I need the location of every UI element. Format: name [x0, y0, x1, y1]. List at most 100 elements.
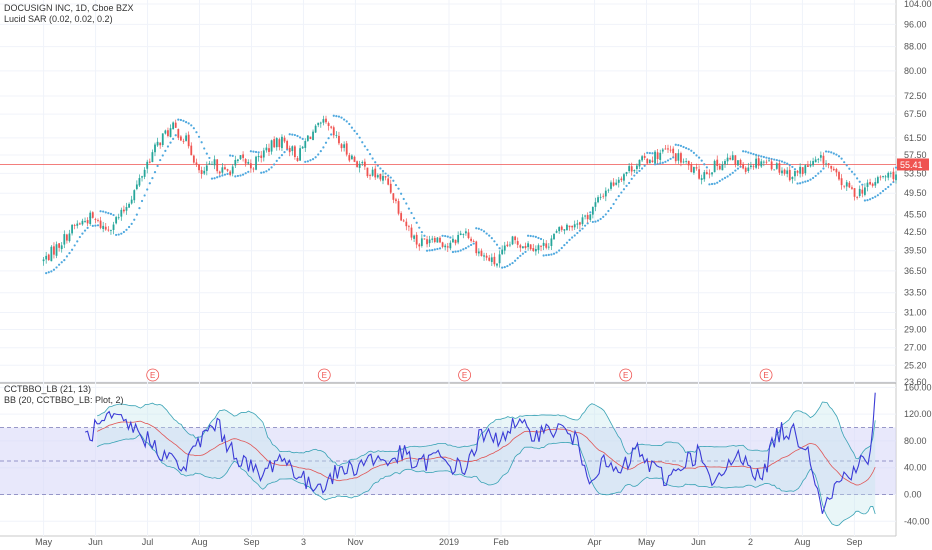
sar-dot: [594, 220, 597, 223]
sar-dot: [475, 227, 478, 230]
candle-body: [827, 163, 830, 166]
candle-body: [731, 155, 734, 161]
sar-dot: [451, 250, 455, 254]
sar-dot: [887, 185, 890, 189]
candle-body: [291, 146, 294, 152]
candle-body: [94, 219, 97, 220]
sar-dot: [190, 124, 193, 127]
sar-dot: [197, 135, 201, 138]
sar-dot: [713, 182, 716, 185]
candle-body: [680, 153, 682, 163]
candle-body: [685, 161, 688, 162]
sar-dot: [138, 207, 141, 210]
candle-body: [783, 169, 786, 174]
candle-body: [369, 175, 371, 176]
sar-dot: [656, 162, 659, 166]
sar-dot: [50, 270, 53, 273]
candle-body: [586, 215, 589, 220]
candle-body: [825, 163, 827, 165]
candle-body: [628, 166, 631, 172]
candle-body: [871, 183, 874, 186]
sar-dot: [247, 170, 250, 173]
sar-dot: [464, 246, 468, 250]
sar-dot: [545, 254, 548, 257]
candle-body: [752, 166, 755, 168]
osc-title: CCTBBO_LB (21, 13): [4, 384, 92, 394]
sar-dot: [298, 136, 302, 139]
sar-dot: [115, 233, 118, 237]
sar-dot: [578, 229, 582, 232]
sar-dot: [397, 187, 400, 190]
candle-body: [667, 148, 669, 150]
candle-body: [167, 130, 169, 136]
sar-dot: [726, 175, 729, 178]
sar-dot: [521, 252, 525, 255]
sar-dot: [736, 167, 740, 170]
earnings-marker-label: E: [763, 371, 768, 380]
sar-dot: [879, 192, 882, 195]
sar-dot: [534, 235, 537, 239]
candle-body: [156, 141, 159, 146]
sar-dot: [853, 173, 856, 176]
candle-body: [356, 161, 358, 168]
sar-dot: [586, 222, 589, 225]
sar-dot: [446, 235, 449, 238]
sar-dot: [607, 209, 610, 213]
candle-body: [711, 172, 713, 175]
sar-dot: [327, 137, 330, 140]
candle-body: [773, 169, 776, 171]
candle-body: [340, 144, 343, 149]
candle-body: [493, 256, 496, 265]
sar-dot: [832, 152, 835, 155]
candle-body: [361, 162, 364, 164]
sar-dot: [835, 153, 838, 156]
sar-dot: [407, 207, 411, 210]
candle-body: [807, 165, 809, 167]
sar-dot: [537, 236, 540, 240]
candle-body: [306, 135, 309, 141]
candle-body: [205, 165, 208, 171]
sar-dot: [563, 244, 566, 247]
sar-dot: [324, 141, 328, 144]
sar-dot: [265, 170, 268, 173]
candle-body: [713, 160, 716, 173]
candle-body: [379, 173, 382, 180]
sar-dot: [345, 120, 348, 123]
candle-body: [312, 131, 314, 141]
candle-body: [571, 225, 574, 228]
sar-dot: [791, 165, 794, 169]
candle-body: [750, 165, 752, 168]
sar-dot: [589, 211, 592, 214]
sar-dot: [687, 148, 690, 151]
candle-body: [332, 127, 335, 136]
candle-body: [646, 158, 649, 164]
candle-body: [53, 246, 55, 255]
sar-dot: [622, 188, 626, 191]
sar-dot: [402, 197, 405, 201]
sar-dot: [343, 118, 346, 121]
candle-body: [55, 244, 58, 256]
sar-dot: [501, 266, 504, 269]
x-tick-label: 3: [301, 537, 306, 547]
candle-body: [91, 212, 94, 218]
sar-dot: [550, 253, 553, 256]
candle-body: [687, 160, 690, 166]
sar-dot: [314, 156, 317, 159]
sar-dot: [742, 150, 745, 153]
candle-body: [405, 221, 408, 227]
sar-dot: [729, 173, 732, 176]
sar-dot: [788, 163, 791, 167]
sar-dot: [107, 212, 110, 215]
candle-body: [607, 189, 610, 191]
candle-body: [698, 169, 700, 179]
candle-body: [501, 249, 504, 255]
candle-body: [516, 241, 519, 245]
sar-dot: [140, 199, 144, 203]
sar-dot: [65, 255, 68, 258]
candle-body: [462, 234, 465, 235]
candle-body: [190, 145, 193, 156]
earnings-marker: [619, 368, 633, 382]
candle-body: [724, 161, 726, 165]
earnings-marker-label: E: [623, 371, 628, 380]
sar-dot: [731, 171, 734, 174]
